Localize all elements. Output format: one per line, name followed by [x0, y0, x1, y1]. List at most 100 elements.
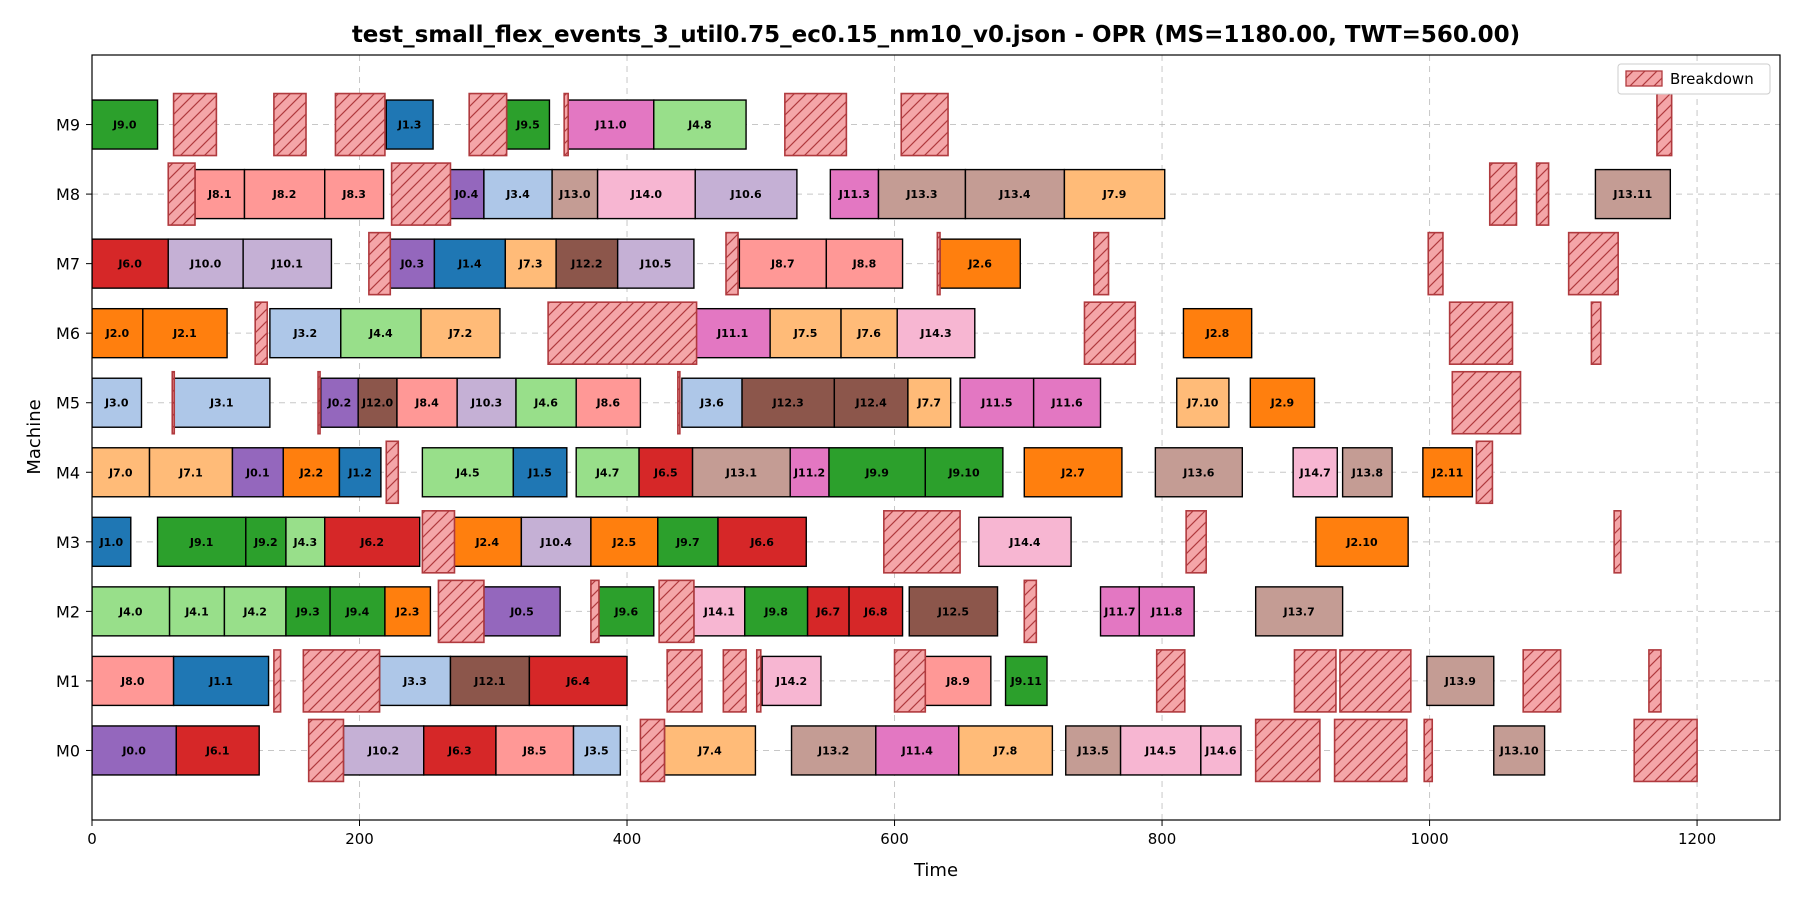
- operation-rect: [616, 238, 695, 289]
- operation-rect: [1138, 586, 1195, 637]
- operation-bar: J9.0: [92, 99, 159, 150]
- operation-label: J9.3: [295, 605, 320, 618]
- operation-rect: [242, 238, 333, 289]
- operation-label: J13.2: [817, 744, 849, 757]
- operation-label: J2.5: [612, 536, 637, 549]
- operation-bar: J10.2: [342, 725, 425, 776]
- breakdown-rect: [639, 718, 666, 783]
- y-tick-label: M6: [56, 324, 80, 343]
- operation-rect: [1254, 586, 1344, 637]
- operation-bar: J2.5: [590, 516, 659, 568]
- operation-rect: [1249, 377, 1316, 428]
- operation-label: J4.0: [118, 605, 143, 618]
- operation-rect: [172, 655, 270, 707]
- operation-rect: [421, 447, 515, 498]
- operation-bar: J13.7: [1254, 586, 1344, 637]
- operation-rect: [908, 586, 999, 637]
- operation-label: J14.6: [1204, 744, 1237, 757]
- operation-rect: [806, 586, 850, 637]
- operation-rect: [456, 377, 517, 428]
- breakdown-rect: [1590, 301, 1602, 365]
- operation-bar: J8.0: [92, 655, 175, 707]
- operation-bar: J11.3: [829, 168, 880, 220]
- breakdown-rect: [1488, 162, 1518, 226]
- operation-bar: J3.2: [269, 307, 342, 359]
- operation-label: J11.1: [716, 327, 748, 340]
- breakdowns-layer: [167, 92, 1698, 783]
- operation-label: J2.0: [105, 327, 130, 340]
- operation-bar: J7.10: [1176, 377, 1230, 428]
- breakdown-rect: [1427, 231, 1444, 296]
- operation-label: J1.4: [457, 258, 482, 271]
- operation-label: J8.1: [207, 188, 232, 201]
- operation-label: J4.2: [242, 605, 267, 618]
- operation-rect: [693, 586, 746, 637]
- operation-rect: [483, 586, 561, 637]
- operation-rect: [575, 377, 642, 428]
- operation-label: J2.8: [1205, 327, 1230, 340]
- operation-label: J6.2: [359, 536, 384, 549]
- operation-rect: [833, 377, 909, 428]
- breakdown-rect: [893, 649, 927, 713]
- operation-label: J11.3: [838, 188, 870, 201]
- operation-label: J9.9: [864, 466, 889, 479]
- operation-bar: J4.6: [515, 377, 577, 428]
- operation-bar: J2.2: [282, 447, 341, 498]
- operation-rect: [825, 238, 904, 289]
- operation-bar: J13.8: [1341, 447, 1393, 498]
- operation-bar: J10.1: [242, 238, 333, 289]
- legend-breakdown-swatch: [1625, 70, 1663, 87]
- operation-label: J9.4: [345, 605, 370, 618]
- operation-rect: [342, 725, 425, 776]
- operation-bar: J12.0: [357, 377, 398, 428]
- operation-rect: [681, 377, 743, 428]
- operation-rect: [285, 516, 326, 568]
- operation-rect: [231, 447, 284, 498]
- operation-rect: [92, 377, 143, 428]
- operation-label: J8.3: [341, 188, 366, 201]
- breakdown-rect: [385, 440, 400, 505]
- operation-bar: J2.6: [939, 238, 1021, 289]
- operation-bar: J9.6: [598, 586, 655, 637]
- breakdown-rect: [1339, 649, 1412, 713]
- operation-rect: [590, 516, 659, 568]
- operation-bar: J9.3: [285, 586, 331, 637]
- breakdown-rect: [1535, 162, 1550, 226]
- operation-label: J9.10: [947, 466, 980, 479]
- operation-bar: J0.4: [448, 168, 485, 220]
- breakdown-rect: [334, 92, 386, 157]
- operation-bar: J9.8: [744, 586, 809, 637]
- operation-rect: [694, 168, 798, 220]
- operation-label: J9.8: [763, 605, 788, 618]
- operation-rect: [378, 655, 452, 707]
- breakdown-rect: [307, 718, 345, 783]
- breakdown-rect: [666, 649, 703, 713]
- operation-rect: [1154, 447, 1244, 498]
- operation-bar: J6.5: [638, 447, 694, 498]
- operation-label: J8.9: [945, 675, 970, 688]
- operation-rect: [324, 168, 385, 220]
- operation-bar: J10.0: [167, 238, 244, 289]
- operation-rect: [555, 238, 619, 289]
- operation-bar: J7.4: [663, 725, 757, 776]
- operation-rect: [92, 99, 159, 150]
- operation-label: J7.1: [178, 466, 203, 479]
- operation-rect: [1315, 516, 1409, 568]
- breakdown-rect: [1254, 718, 1321, 783]
- operation-label: J9.2: [253, 536, 278, 549]
- operation-rect: [420, 307, 501, 359]
- operation-bar: J8.7: [738, 238, 828, 289]
- operations-layer: J0.0 J6.1 J10.2 J6.3 J8.5 J3.5 J7.4 J13.2 J11.4 J…: [92, 99, 1672, 776]
- operation-rect: [528, 655, 628, 707]
- breakdown-rect: [936, 231, 941, 296]
- x-tick-label: 400: [613, 830, 642, 848]
- operation-bar: J1.5: [512, 447, 568, 498]
- operation-bar: J6.1: [175, 725, 260, 776]
- operation-rect: [551, 168, 599, 220]
- operation-bar: J8.9: [924, 655, 992, 707]
- operation-bar: J12.5: [908, 586, 999, 637]
- operation-rect: [924, 447, 1004, 498]
- operation-label: J12.3: [772, 397, 804, 410]
- operation-bar: J2.11: [1422, 447, 1474, 498]
